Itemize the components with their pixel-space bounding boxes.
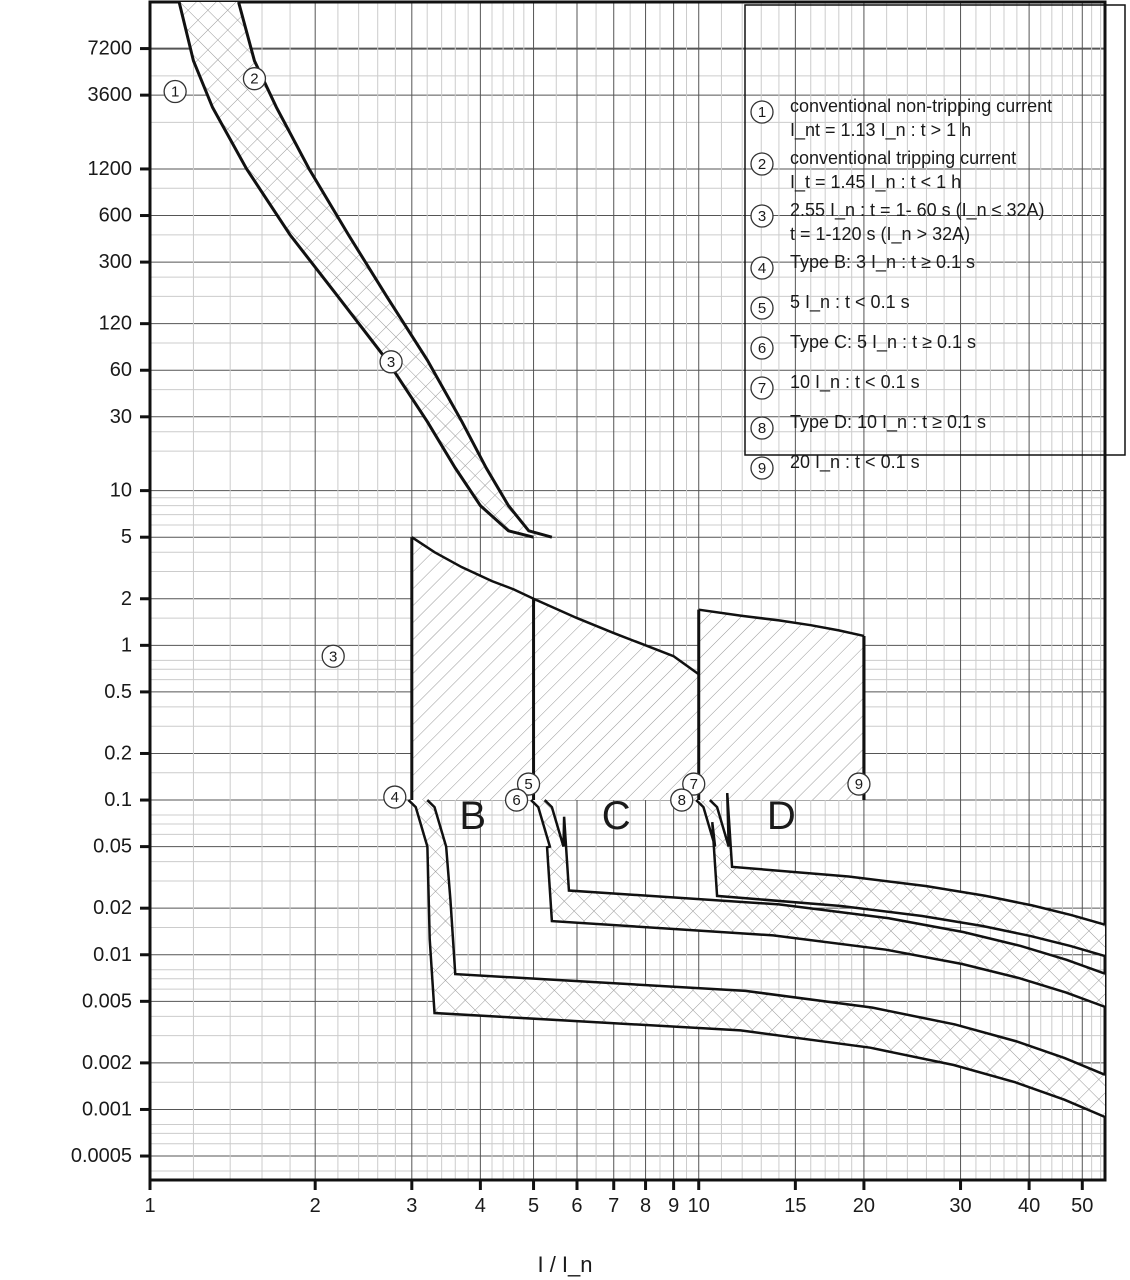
y-tick-label: 5 (121, 526, 132, 548)
y-tick-label: 1200 (88, 158, 133, 180)
callout-number-8: 8 (678, 792, 686, 809)
legend-text-2-0: conventional tripping current (790, 148, 1016, 168)
callout-number-4: 4 (391, 789, 399, 806)
y-tick-label: 10 (110, 480, 132, 502)
callout-number-9: 9 (855, 776, 863, 793)
band-label-B: B (459, 794, 486, 838)
chart-svg: 7200360012006003001206030105210.50.20.10… (0, 0, 1130, 1280)
legend-number-5: 5 (758, 300, 766, 317)
y-tick-label: 0.002 (82, 1052, 132, 1074)
y-tick-label: 600 (99, 205, 132, 227)
y-tick-label: 2 (121, 588, 132, 610)
y-tick-label: 0.0005 (71, 1145, 132, 1167)
x-tick-label: 4 (475, 1195, 486, 1217)
x-tick-label: 2 (310, 1195, 321, 1217)
x-tick-label: 5 (528, 1195, 539, 1217)
y-tick-label: 3600 (88, 84, 133, 106)
band-label-C: C (602, 794, 631, 838)
legend-text-1-1: I_nt = 1.13 I_n : t > 1 h (790, 120, 971, 141)
legend-text-8-0: Type D: 10 I_n : t ≥ 0.1 s (790, 412, 986, 433)
y-tick-label: 0.2 (104, 742, 132, 764)
legend-number-2: 2 (758, 156, 766, 173)
legend-number-6: 6 (758, 340, 766, 357)
band-label-D: D (767, 794, 796, 838)
callout-number-6: 6 (512, 792, 520, 809)
legend-number-1: 1 (758, 104, 766, 121)
legend-text-4-0: Type B: 3 I_n : t ≥ 0.1 s (790, 252, 975, 273)
x-tick-label: 20 (853, 1195, 875, 1217)
x-tick-label: 1 (144, 1195, 155, 1217)
tripping-characteristic-chart: 7200 3600 1200 600 300 120 60 30 10 5 2 1 0.5 0.2 0.1 0… (0, 0, 1130, 1280)
y-tick-label: 0.1 (104, 789, 132, 811)
x-tick-label: 9 (668, 1195, 679, 1217)
callout-number-5: 5 (524, 776, 532, 793)
y-tick-label: 0.5 (104, 681, 132, 703)
x-axis-title: I / I_n (537, 1252, 592, 1277)
legend-number-9: 9 (758, 460, 766, 477)
y-tick-label: 120 (99, 313, 132, 335)
y-tick-label: 0.02 (93, 897, 132, 919)
y-tick-label: 1 (121, 634, 132, 656)
x-tick-label: 3 (406, 1195, 417, 1217)
y-tick-label: 0.005 (82, 990, 132, 1012)
y-tick-label: 30 (110, 406, 132, 428)
legend-text-5-0: 5 I_n : t < 0.1 s (790, 292, 910, 313)
x-tick-label: 15 (784, 1195, 806, 1217)
legend-text-2-1: I_t = 1.45 I_n : t < 1 h (790, 172, 961, 193)
x-tick-label: 8 (640, 1195, 651, 1217)
y-tick-label: 300 (99, 251, 132, 273)
legend-number-8: 8 (758, 420, 766, 437)
y-tick-label: 7200 (88, 38, 133, 60)
legend-number-7: 7 (758, 380, 766, 397)
legend-text-3-1: t = 1-120 s (I_n > 32A) (790, 224, 970, 245)
callout-number-7: 7 (690, 776, 698, 793)
y-tick-label: 0.001 (82, 1098, 132, 1120)
legend-text-7-0: 10 I_n : t < 0.1 s (790, 372, 920, 393)
x-tick-label: 40 (1018, 1195, 1040, 1217)
x-tick-label: 50 (1071, 1195, 1093, 1217)
x-tick-label: 10 (688, 1195, 710, 1217)
x-tick-label: 6 (571, 1195, 582, 1217)
x-tick-label: 7 (608, 1195, 619, 1217)
legend-text-1-0: conventional non-tripping current (790, 96, 1052, 116)
x-tick-label: 30 (949, 1195, 971, 1217)
legend-text-9-0: 20 I_n : t < 0.1 s (790, 452, 920, 473)
legend-number-4: 4 (758, 260, 766, 277)
y-tick-label: 0.01 (93, 944, 132, 966)
callout-number-1: 1 (171, 84, 179, 101)
callout-number-3: 3 (387, 354, 395, 371)
legend-text-6-0: Type C: 5 I_n : t ≥ 0.1 s (790, 332, 976, 353)
y-tick-label: 0.05 (93, 836, 132, 858)
y-tick-label: 60 (110, 359, 132, 381)
callout-number-3: 3 (329, 648, 337, 665)
legend-number-3: 3 (758, 208, 766, 225)
callout-number-2: 2 (250, 71, 258, 88)
legend-text-3-0: 2.55 I_n : t = 1- 60 s (I_n ≤ 32A) (790, 200, 1045, 221)
